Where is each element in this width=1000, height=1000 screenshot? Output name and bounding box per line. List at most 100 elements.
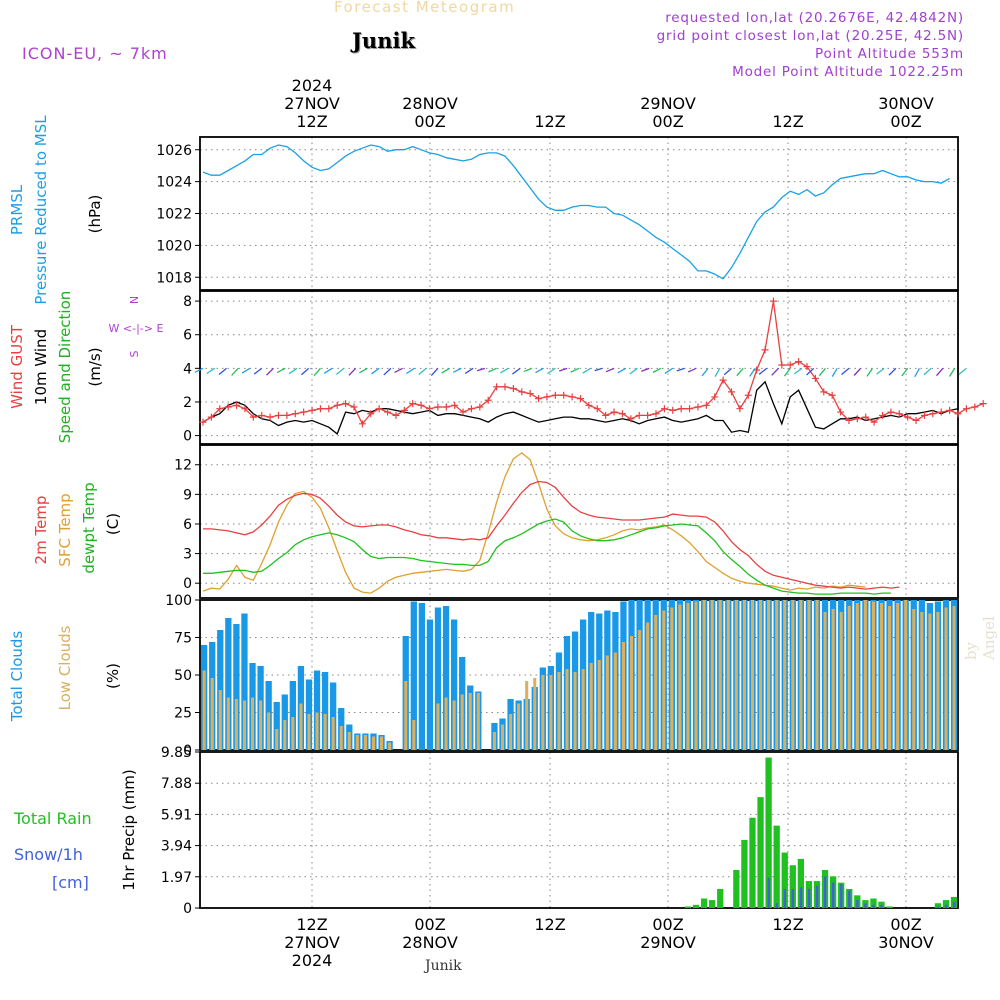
temp-unit-label: (C) [104, 513, 122, 535]
snow-bar [783, 888, 787, 908]
gust-marker [358, 420, 366, 428]
low-clouds-bar [291, 717, 295, 750]
wind-direction-arrow [276, 367, 286, 374]
gust-marker [828, 391, 836, 399]
gust-marker [879, 411, 886, 419]
rain-bar [870, 898, 877, 908]
wind-direction-arrow [241, 367, 251, 374]
wind-direction-arrow [783, 367, 791, 377]
low-clouds-bar [202, 670, 206, 750]
rain-bar [781, 852, 788, 908]
low-clouds-bar [815, 600, 819, 750]
gust-marker [979, 400, 987, 408]
gust-marker [929, 410, 937, 418]
wind-direction-arrow [948, 367, 956, 377]
low-clouds-bar [581, 669, 585, 750]
low-clouds-bar [436, 703, 440, 750]
gust-marker [736, 405, 744, 413]
y-tick-label: 9 [183, 487, 192, 503]
wind-direction-arrow [888, 367, 897, 376]
bottom-date-label: 28NOV [402, 933, 458, 952]
low-clouds-bar [718, 600, 722, 750]
low-clouds-bar [847, 606, 851, 750]
wind-gust-line [202, 300, 984, 425]
gust-marker [434, 403, 442, 411]
gust-marker [702, 401, 710, 409]
wind-direction-arrow [394, 367, 403, 373]
gust-marker [568, 393, 576, 401]
low-clouds-bar [492, 732, 496, 750]
gust-marker [728, 388, 735, 396]
gust-marker [837, 408, 845, 416]
low-clouds-bar [775, 600, 779, 750]
model-name: ICON-EU, ~ 7km [22, 44, 168, 63]
gust-marker [199, 418, 207, 426]
y-tick-label: 100 [165, 593, 192, 609]
low-clouds-bar [355, 735, 359, 750]
rain-bar [749, 817, 756, 908]
wind-direction-arrow [806, 367, 815, 376]
low-clouds-bar [767, 600, 771, 750]
low-clouds-bar [573, 672, 577, 750]
rain-bar [709, 900, 716, 908]
wind-direction-arrow [594, 367, 603, 372]
gust-marker [467, 405, 475, 413]
wind-direction-arrow [335, 367, 345, 375]
gust-marker [518, 388, 526, 396]
bottom-hour-label: 12Z [772, 915, 803, 934]
low-clouds-bar [234, 699, 238, 750]
wind-direction-arrow [901, 367, 909, 377]
bottom-date-label: 27NOV [284, 933, 340, 952]
wind-direction-arrow [371, 367, 380, 375]
low-clouds-bar [759, 600, 763, 750]
wind-direction-arrow [818, 367, 826, 377]
wind-direction-arrow [771, 367, 779, 376]
gust-marker [761, 346, 769, 354]
low-clouds-bar [791, 600, 795, 750]
low-clouds-bar [662, 610, 666, 750]
gust-marker [350, 403, 358, 411]
wind-direction-arrow [383, 367, 392, 376]
y-tick-label: 8 [183, 294, 192, 310]
wind-direction-arrow [605, 367, 615, 373]
wind-direction-arrow [687, 367, 697, 373]
y-tick-label: 5.91 [161, 807, 192, 823]
top-date-label: 30NOV [878, 94, 934, 113]
wind-direction-axis-label: Speed and Direction [56, 291, 74, 444]
gust-marker [811, 374, 819, 382]
wind-direction-arrow [523, 367, 533, 373]
low-clouds-bar [904, 600, 908, 750]
footer-location: Junik [425, 958, 462, 974]
gust-marker [946, 406, 954, 414]
low-clouds-bar [299, 703, 303, 750]
low-clouds-bar [710, 600, 714, 750]
sfc-temp-line [202, 452, 866, 594]
wind-direction-arrow [876, 367, 885, 375]
snow-bar [767, 877, 770, 908]
wind-axis-label: 10m Wind [32, 329, 50, 405]
gust-marker [618, 410, 626, 418]
pressure-axis-label: PRMSL [8, 184, 26, 235]
sfc-temp-axis-label: SFC Temp [56, 493, 74, 566]
snow-bar [775, 903, 778, 908]
wind-direction-arrow [853, 367, 862, 376]
gust-marker [501, 383, 509, 391]
gust-marker [275, 411, 282, 419]
wind-direction-arrow [701, 367, 709, 377]
gust-marker [283, 411, 291, 419]
wind-direction-arrow [194, 367, 204, 373]
gust-marker [602, 411, 610, 419]
panel-frame [199, 444, 959, 599]
gust-marker [769, 297, 777, 305]
wind-direction-arrow [841, 367, 850, 376]
low-clouds-bar [404, 681, 408, 750]
low-clouds-bar [444, 697, 448, 750]
gust-marker [325, 405, 333, 413]
gust-marker [971, 403, 979, 411]
wind-direction-arrow [547, 367, 556, 375]
compass-north-label: N [128, 296, 141, 304]
low-clouds-bar [694, 601, 698, 750]
wind-direction-arrow [430, 367, 439, 376]
wind-direction-arrow [535, 367, 544, 374]
low-clouds-bar [686, 603, 690, 750]
